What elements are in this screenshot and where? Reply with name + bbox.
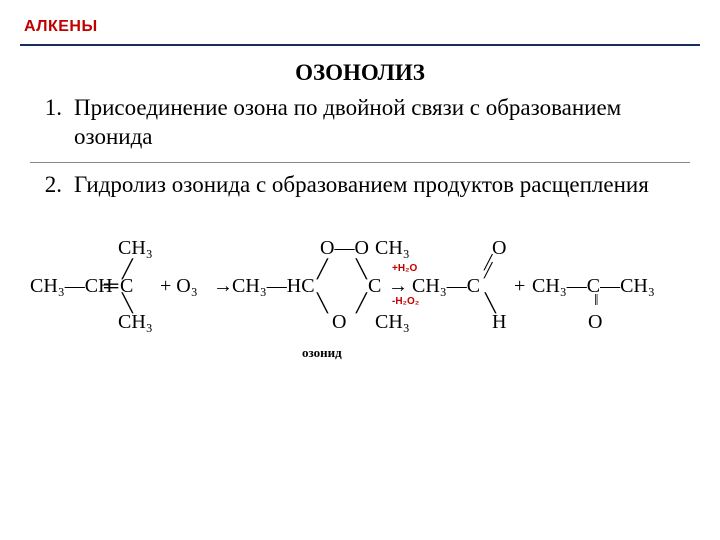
bond-icon: ╱ — [356, 293, 367, 314]
header: АЛКЕНЫ — [0, 0, 720, 42]
plus-sign: + — [514, 275, 525, 298]
arrow-icon: → — [388, 275, 408, 298]
category-title: АЛКЕНЫ — [24, 18, 98, 35]
ozonide-label: озонид — [302, 345, 342, 361]
ozonide-left: CH₃—HC — [232, 275, 315, 298]
product1-h: H — [492, 311, 506, 334]
page-title: ОЗОНОЛИЗ — [30, 60, 690, 86]
list-text: Присоединение озона по двойной связи с о… — [74, 94, 690, 152]
ozonide-ch3-bot: CH₃ — [375, 311, 410, 334]
list-item: 1. Присоединение озона по двойной связи … — [30, 94, 690, 152]
bond-icon: ╲ — [356, 259, 367, 280]
ozonide-o-bot: O — [332, 311, 346, 334]
reactant-ch3-bot: CH₃ — [118, 311, 153, 334]
reactant-left: CH₃—CH — [30, 275, 113, 298]
double-bond-icon: ‖ — [594, 297, 599, 306]
bond-icon: ╲ — [317, 293, 328, 314]
product1-o: O — [492, 237, 506, 260]
double-bond-icon: ═ — [104, 275, 116, 298]
ozonide-c: C — [368, 275, 381, 298]
ozonide-ch3-top: CH₃ — [375, 237, 410, 260]
reactant-ch3-top: CH₃ — [118, 237, 153, 260]
double-bond-icon: ╱╱ — [484, 260, 492, 275]
plus-o3: + O₃ — [160, 275, 198, 298]
arrow-icon: → — [213, 275, 233, 298]
mid-divider — [30, 162, 690, 163]
content-area: ОЗОНОЛИЗ 1. Присоединение озона по двойн… — [0, 46, 720, 427]
list-text: Гидролиз озонида с образованием продукто… — [74, 171, 690, 200]
condition-top: +H₂O — [392, 264, 417, 274]
list-item: 2. Гидролиз озонида с образованием проду… — [30, 171, 690, 200]
product2-o: O — [588, 311, 602, 334]
list-number: 1. — [30, 94, 74, 152]
list-number: 2. — [30, 171, 74, 200]
condition-bot: -H₂O₂ — [392, 297, 419, 307]
reaction-scheme: CH₃ ╱ CH₃—CH ═ C ╲ CH₃ + O₃ → CH₃—HC O—O… — [30, 227, 690, 427]
bond-icon: ╱ — [317, 259, 328, 280]
ozonide-top-oo: O—O — [320, 237, 369, 260]
product1-main: CH₃—C — [412, 275, 480, 298]
